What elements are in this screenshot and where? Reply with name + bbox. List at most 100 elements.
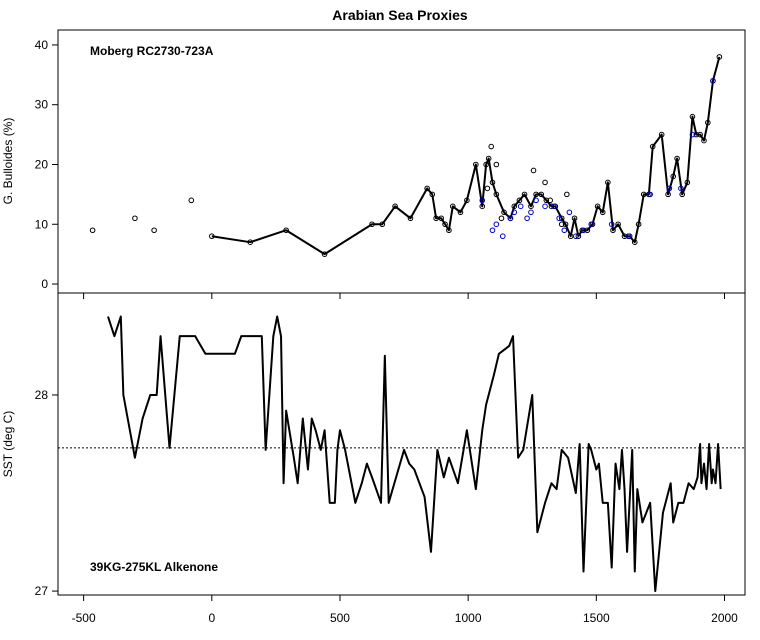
top-data-point [649, 143, 656, 150]
top-data-point [283, 227, 289, 234]
top-data-point [594, 203, 601, 210]
top-data-point [625, 233, 632, 240]
top-y-tick-label: 10 [35, 217, 49, 231]
top-data-point [516, 197, 523, 204]
bottom-series-0-line [107, 315, 722, 593]
chart-title: Arabian Sea Proxies [332, 7, 468, 23]
top-series [89, 54, 723, 257]
top-data-point [392, 203, 398, 210]
top-data-point [571, 215, 578, 222]
x-axis: -500 0 500 1000 1500 2000 [72, 293, 738, 625]
bottom-y-tick-label: 27 [35, 584, 49, 598]
top-y-tick-label: 30 [35, 98, 49, 112]
top-data-point [689, 131, 696, 138]
top-data-point [689, 113, 696, 120]
top-data-point [528, 203, 534, 210]
top-data-point [89, 227, 96, 234]
top-data-point [631, 239, 638, 245]
x-tick-label: 2000 [711, 611, 738, 625]
top-data-point [498, 215, 505, 222]
top-y-tick-label: 0 [41, 277, 48, 291]
bottom-series [58, 315, 745, 593]
top-data-point [580, 227, 587, 234]
top-y-axis: 0 10 20 30 40 [35, 38, 58, 291]
top-data-point [551, 203, 557, 210]
top-data-point [479, 197, 486, 204]
top-data-point [562, 221, 569, 228]
x-tick-label: 1000 [455, 611, 482, 625]
top-data-point [457, 209, 464, 216]
top-data-point [446, 227, 452, 234]
top-data-point [151, 227, 157, 234]
top-data-point [473, 161, 479, 168]
top-data-point [615, 221, 621, 228]
top-data-point [705, 119, 711, 126]
top-data-point [479, 203, 486, 210]
top-data-point [558, 221, 565, 228]
top-data-point [511, 209, 518, 216]
top-data-point [697, 131, 703, 138]
top-data-point [188, 197, 195, 204]
top-data-point [530, 167, 537, 174]
top-data-point [369, 221, 375, 228]
top-data-point [693, 131, 700, 138]
top-data-point [547, 197, 553, 204]
top-data-point [621, 233, 628, 240]
top-data-point [483, 161, 489, 168]
top-y-axis-label: G. Bulloides (%) [1, 118, 15, 205]
top-data-point [489, 179, 496, 186]
top-data-point [679, 191, 685, 198]
top-data-point [558, 215, 565, 222]
bottom-panel-frame [57, 292, 746, 596]
top-data-point [493, 191, 500, 198]
top-data-point [701, 137, 707, 144]
top-y-tick-label: 20 [35, 157, 49, 171]
x-tick-label: 0 [208, 611, 215, 625]
top-data-point [666, 185, 673, 192]
top-data-point [608, 221, 615, 228]
top-data-point [321, 251, 328, 257]
top-panel-frame [57, 29, 746, 294]
top-data-point [674, 155, 680, 162]
top-data-point [424, 185, 430, 192]
top-data-point [556, 215, 562, 222]
top-data-point [442, 221, 448, 228]
top-data-point [511, 203, 518, 210]
top-data-point [501, 209, 507, 216]
top-data-point [524, 215, 530, 222]
top-data-point [635, 221, 642, 228]
top-panel-bulloides: Moberg RC2730-723A G. Bulloides (%) 0 10 2… [1, 29, 746, 294]
top-data-point [564, 191, 570, 198]
bottom-y-axis: 27 28 [35, 388, 58, 598]
top-data-point [610, 227, 616, 234]
top-data-point [538, 191, 545, 198]
top-data-point [542, 203, 548, 210]
x-tick-label: 500 [330, 611, 350, 625]
top-data-point [575, 233, 582, 240]
top-data-point [464, 197, 470, 204]
top-data-point [573, 233, 579, 240]
top-data-point [670, 173, 677, 180]
top-data-point [209, 233, 215, 240]
top-data-point [433, 215, 439, 222]
top-data-point [678, 185, 684, 192]
top-data-point [488, 143, 495, 150]
top-data-point [517, 203, 524, 210]
top-data-point [533, 191, 539, 198]
top-data-point [485, 155, 492, 162]
x-tick-label: 1500 [583, 611, 610, 625]
bottom-y-tick-label: 28 [35, 388, 49, 402]
top-data-point [379, 221, 386, 228]
top-panel-label: Moberg RC2730-723A [90, 44, 214, 58]
top-data-point [429, 191, 436, 198]
top-data-point [684, 179, 691, 186]
top-data-point [716, 54, 723, 60]
top-data-point [640, 191, 647, 198]
top-data-point [658, 131, 665, 138]
top-data-point [528, 209, 534, 216]
bottom-panel-label: 39KG-275KL Alkenone [90, 560, 218, 574]
top-data-point [566, 209, 573, 216]
top-y-tick-label: 40 [35, 38, 49, 52]
top-data-point [407, 215, 414, 222]
